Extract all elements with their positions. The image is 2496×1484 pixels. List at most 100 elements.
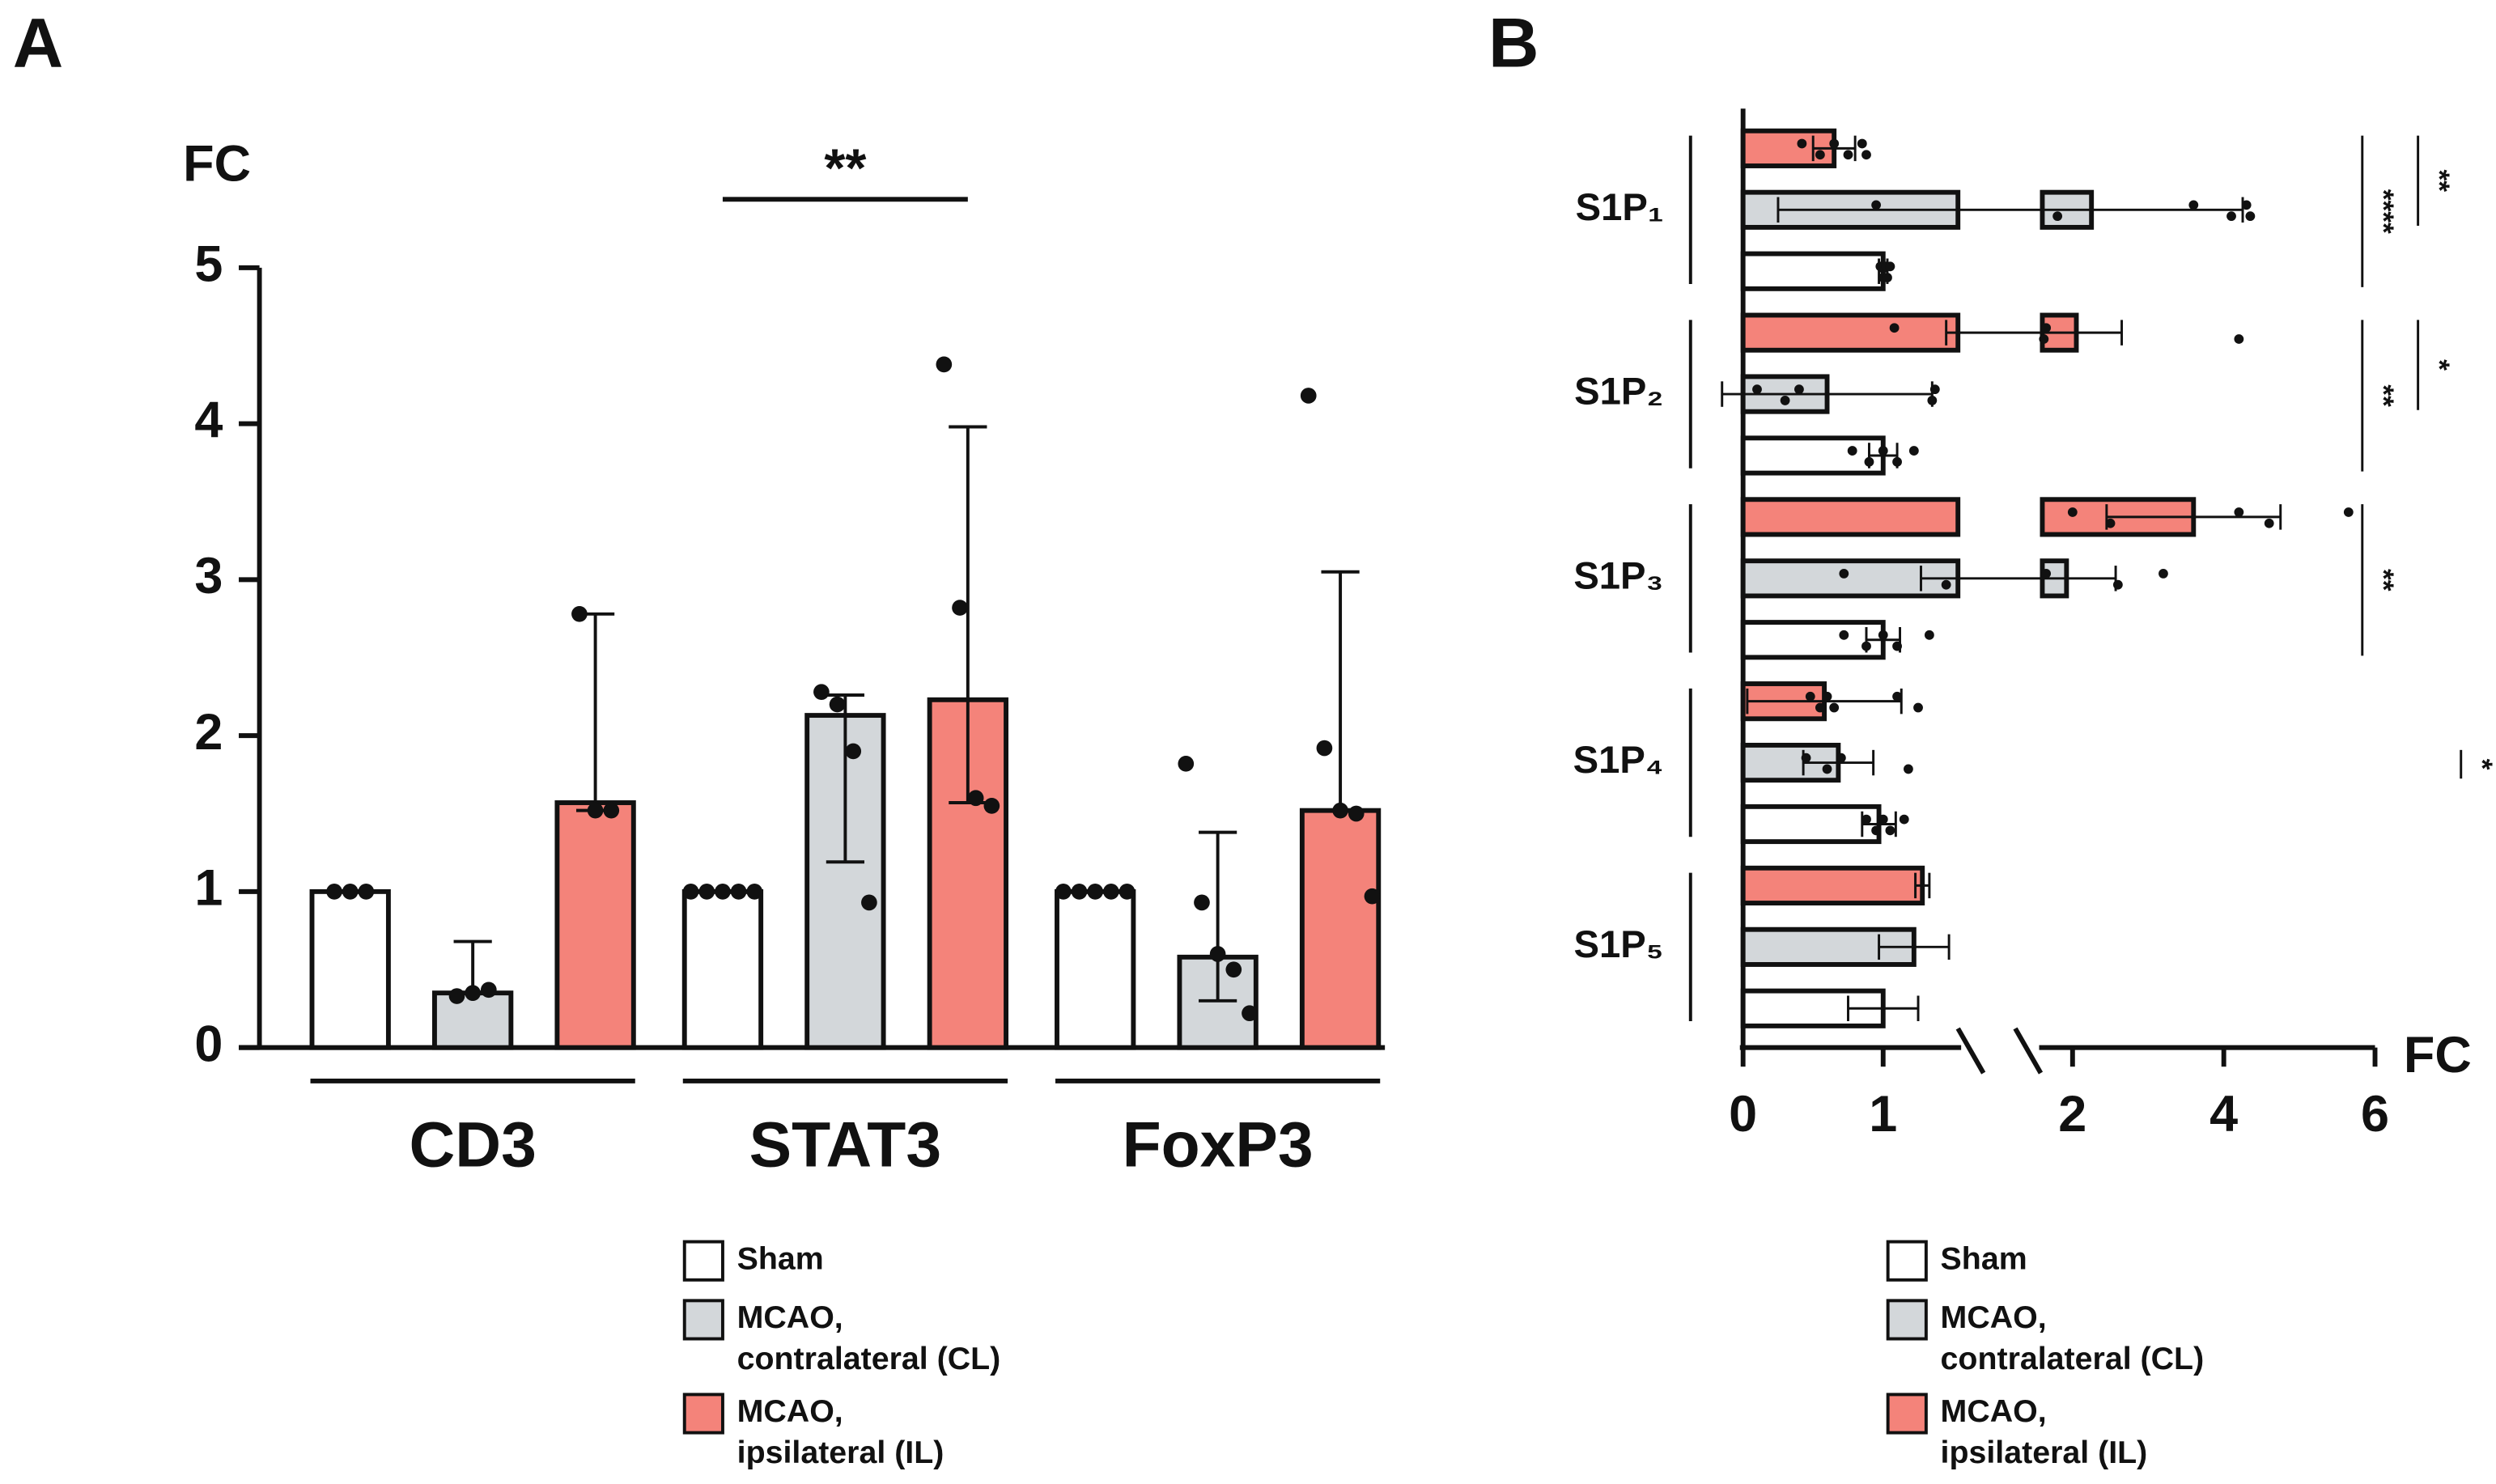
legend-swatch xyxy=(1886,1393,1928,1435)
data-point xyxy=(1941,579,1951,590)
y-tick-label: 4 xyxy=(194,392,223,448)
data-point xyxy=(1752,384,1762,395)
data-point xyxy=(1822,691,1832,702)
significance-label: * xyxy=(2423,359,2456,371)
data-point xyxy=(2105,518,2116,528)
legend-swatch xyxy=(682,1299,724,1341)
data-point xyxy=(1300,388,1317,404)
y-tick-label: 5 xyxy=(194,236,223,293)
x-tick-label: STAT3 xyxy=(749,1109,941,1180)
legend-label: Sham xyxy=(1941,1241,2027,1277)
axis-break xyxy=(2013,1027,2044,1075)
y-tick-label: 0 xyxy=(194,1015,223,1072)
bar xyxy=(1740,620,1886,660)
bar xyxy=(1740,865,1925,905)
significance-label: ** xyxy=(2367,384,2400,407)
bar xyxy=(1740,435,1886,476)
x-axis-label: FC xyxy=(2404,1027,2472,1083)
data-point xyxy=(448,988,465,1004)
bar xyxy=(681,888,764,1050)
data-point xyxy=(1861,814,1871,825)
data-point xyxy=(1316,740,1333,757)
data-point xyxy=(2343,507,2354,517)
data-point xyxy=(1829,138,1840,149)
data-point xyxy=(1348,805,1365,822)
data-point xyxy=(2264,518,2274,528)
data-point xyxy=(1847,446,1857,456)
data-point xyxy=(1843,150,1853,160)
x-tick-label: 1 xyxy=(1869,1086,1897,1143)
bar xyxy=(1740,803,1882,845)
data-point xyxy=(1332,802,1348,819)
bar xyxy=(309,888,391,1050)
data-point xyxy=(813,684,830,700)
data-point xyxy=(1908,446,1919,456)
data-point xyxy=(2226,211,2236,222)
data-point xyxy=(952,600,968,616)
data-point xyxy=(1055,884,1072,900)
bar xyxy=(554,800,636,1050)
data-point xyxy=(2234,334,2244,344)
data-point xyxy=(682,884,699,900)
significance-label: * xyxy=(2466,759,2496,770)
data-point xyxy=(1892,456,1902,467)
data-point xyxy=(465,985,481,1002)
bar xyxy=(431,990,514,1050)
data-point xyxy=(1924,630,1934,640)
data-point xyxy=(730,884,747,900)
x-tick-label: 4 xyxy=(2209,1086,2238,1143)
y-tick-label: S1P₃ xyxy=(1573,554,1663,597)
y-tick-label: S1P₅ xyxy=(1574,923,1664,966)
data-point xyxy=(2241,200,2252,210)
data-point xyxy=(603,802,620,819)
data-point xyxy=(829,696,846,713)
data-point xyxy=(2159,569,2168,579)
data-point xyxy=(715,884,731,900)
y-tick-label: S1P₁ xyxy=(1576,186,1664,229)
data-point xyxy=(1209,946,1226,962)
y-tick-label: 3 xyxy=(194,548,223,604)
legend-swatch xyxy=(682,1393,724,1435)
y-tick-label: S1P₄ xyxy=(1573,739,1664,782)
data-point xyxy=(967,790,984,807)
x-tick-label: 6 xyxy=(2361,1086,2389,1143)
legend-swatch xyxy=(1886,1240,1928,1282)
bar xyxy=(1740,251,1886,291)
data-point xyxy=(480,982,497,999)
significance-label: ** xyxy=(2367,569,2400,591)
data-point xyxy=(2245,211,2256,222)
data-point xyxy=(1864,456,1874,467)
data-point xyxy=(326,884,342,900)
data-point xyxy=(1871,200,1882,210)
data-point xyxy=(1071,884,1088,900)
x-tick-label: 0 xyxy=(1729,1086,1757,1143)
data-point xyxy=(2112,579,2123,590)
data-point xyxy=(2188,200,2199,210)
data-point xyxy=(1878,446,1888,456)
data-point xyxy=(1815,702,1825,713)
legend-label: MCAO, ipsilateral (IL) xyxy=(1941,1393,2148,1470)
data-point xyxy=(1119,884,1136,900)
data-point xyxy=(746,884,763,900)
data-point xyxy=(1892,641,1902,651)
data-point xyxy=(1885,825,1895,836)
data-point xyxy=(358,884,375,900)
data-point xyxy=(1822,764,1832,774)
y-tick-label: S1P₂ xyxy=(1574,371,1663,413)
data-point xyxy=(1913,702,1923,713)
data-point xyxy=(1801,753,1811,763)
data-point xyxy=(1889,323,1900,333)
data-point xyxy=(1797,138,1807,149)
data-point xyxy=(2234,507,2244,517)
data-point xyxy=(1857,138,1867,149)
data-point xyxy=(2039,334,2049,344)
axis-break xyxy=(1955,1027,1986,1075)
data-point xyxy=(1878,814,1888,825)
data-point xyxy=(1892,691,1902,702)
data-point xyxy=(1225,961,1242,978)
legend-label: MCAO, contralateral (CL) xyxy=(737,1300,1001,1376)
significance-label: **** xyxy=(2367,189,2400,234)
data-point xyxy=(1194,894,1210,911)
